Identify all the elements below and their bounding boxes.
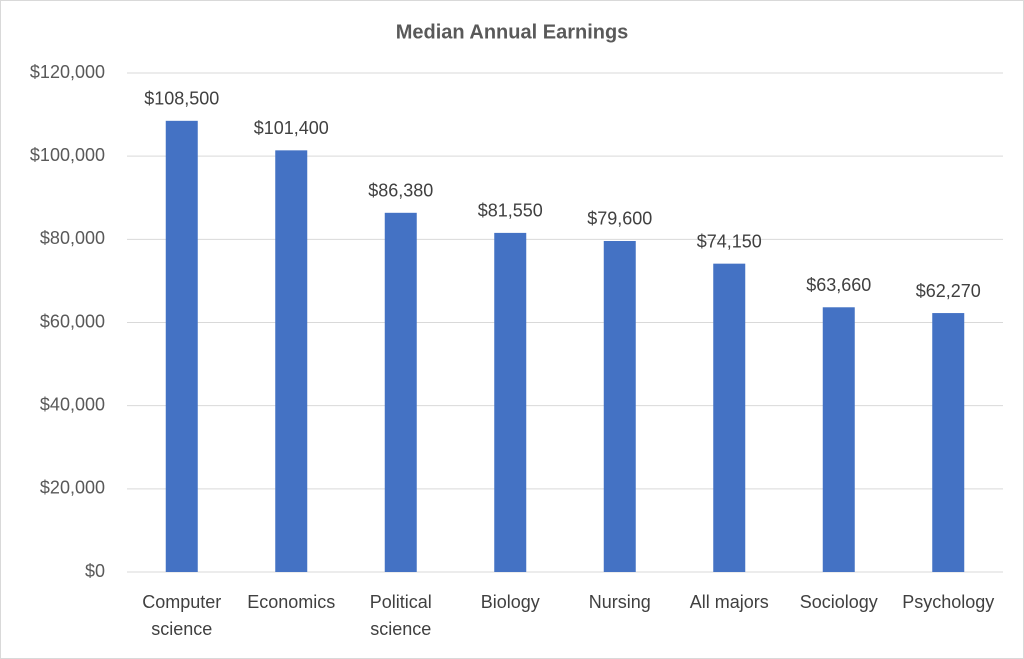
x-tick-label: All majors [689, 592, 769, 612]
x-tick-label: Biology [480, 592, 540, 612]
data-label: $63,660 [806, 275, 871, 295]
y-tick-label: $80,000 [40, 228, 105, 248]
y-tick-label: $0 [85, 561, 105, 581]
y-tick-label: $40,000 [40, 394, 105, 414]
y-tick-label: $100,000 [30, 145, 105, 165]
x-tick-label: Political science [369, 592, 432, 639]
bar [713, 263, 746, 572]
data-label: $62,270 [916, 281, 981, 301]
x-tick-label: Sociology [799, 592, 878, 612]
bar [494, 232, 527, 572]
data-label: $108,500 [144, 89, 219, 109]
y-tick-label: $60,000 [40, 311, 105, 331]
x-tick-label: Economics [247, 592, 336, 612]
bar [384, 212, 417, 572]
chart-title: Median Annual Earnings [396, 21, 629, 43]
bar [275, 150, 308, 572]
y-tick-label: $20,000 [40, 478, 105, 498]
bar [822, 307, 855, 572]
x-tick-label: Nursing [588, 592, 651, 612]
y-tick-label: $120,000 [30, 62, 105, 82]
x-tick-label: Psychology [902, 592, 995, 612]
bar [165, 120, 198, 572]
x-tick-label: Computer science [142, 592, 222, 639]
data-label: $79,600 [587, 209, 652, 229]
data-label: $74,150 [697, 231, 762, 251]
bar [603, 240, 636, 572]
data-label: $81,550 [478, 201, 543, 221]
bar [932, 313, 965, 572]
data-label: $86,380 [368, 181, 433, 201]
data-label: $101,400 [254, 118, 329, 138]
